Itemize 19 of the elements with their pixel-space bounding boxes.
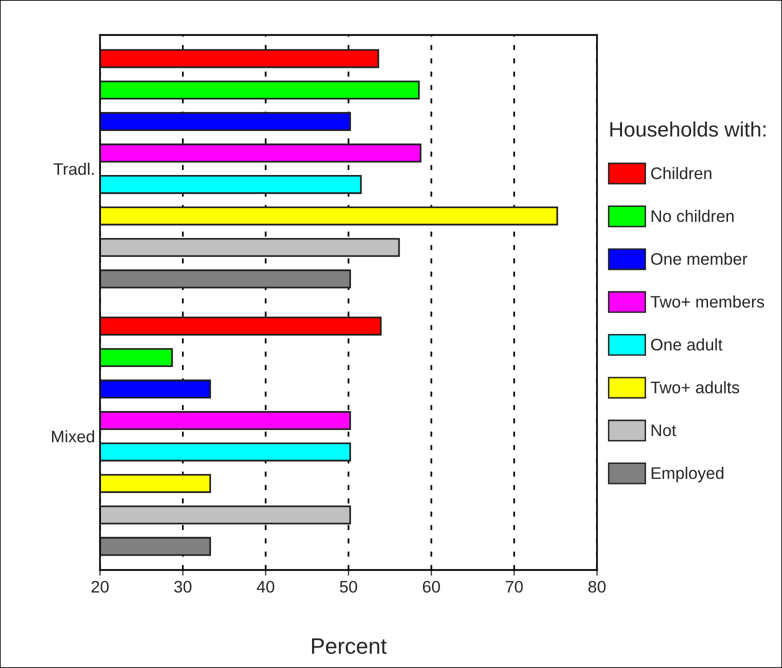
y-tick-label: Mixed xyxy=(52,430,94,442)
x-tick-label: 80 xyxy=(588,580,606,593)
x-tick-label: 40 xyxy=(256,580,274,593)
y-tick-label: Tradl. xyxy=(54,162,94,175)
legend-label: One adult xyxy=(651,338,722,351)
legend-label: Two+ members xyxy=(650,295,764,308)
x-tick-label: 70 xyxy=(506,580,523,593)
legend-label: Not xyxy=(652,424,676,436)
x-tick-label: 50 xyxy=(340,580,358,593)
x-tick-label: 30 xyxy=(174,580,192,593)
legend-label: Employed xyxy=(652,466,724,482)
x-tick-label: 20 xyxy=(92,580,109,593)
x-tick-label: 60 xyxy=(422,580,440,593)
legend-label: One member xyxy=(651,252,748,265)
legend-title: Households with: xyxy=(610,121,766,137)
legend-label: No children xyxy=(652,210,734,222)
legend-label: Children xyxy=(651,166,712,180)
legend-label: Two+ adults xyxy=(650,381,740,394)
x-axis-title: Percent xyxy=(312,638,387,654)
